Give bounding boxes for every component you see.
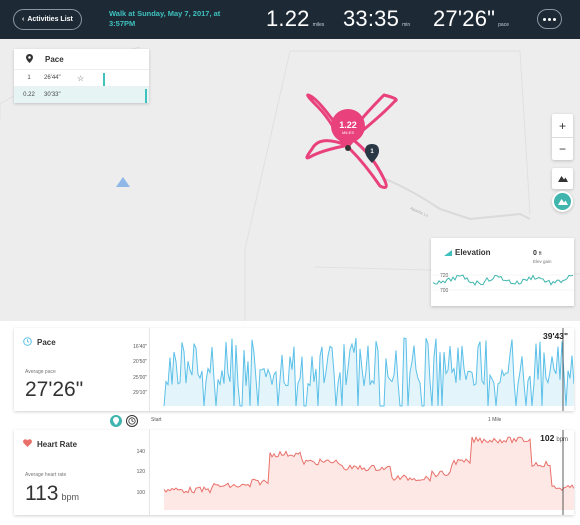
split-pace: 26'44"	[44, 75, 61, 81]
average-pace-value: 27'26"	[25, 378, 84, 401]
hr-y-tick: 140	[136, 449, 145, 455]
clock-icon	[23, 337, 32, 348]
hr-y-tick: 120	[136, 469, 145, 475]
average-heart-rate-value: 113	[25, 482, 59, 505]
mile-marker-label: 1	[370, 149, 374, 155]
pace-panel: Pace Average pace 27'26" 16'40" 20'50" 2…	[14, 328, 574, 411]
clock-icon	[128, 417, 136, 425]
heart-rate-peak-unit: bpm	[556, 437, 568, 443]
hr-y-tick: 100	[136, 490, 145, 496]
elevation-card: Elevation 0 ft Elev gain 720 700	[431, 238, 574, 306]
map-background: 1.22 MILES 1 Apache Ln	[0, 46, 580, 321]
location-pin-icon	[113, 417, 119, 425]
activities-list-button[interactable]: ‹ Activities List	[13, 9, 82, 30]
activities-list-label: Activities List	[27, 16, 73, 23]
heart-rate-line	[163, 436, 574, 494]
heart-rate-peak: 102 bpm	[540, 433, 568, 443]
heart-icon	[23, 439, 32, 449]
pace-y-tick: 29'10"	[133, 390, 147, 396]
pace-stat: 27'26" pace	[433, 6, 509, 32]
pace-chart[interactable]	[150, 328, 574, 411]
duration-value: 33:35	[343, 6, 400, 31]
pace-y-tick: 20'50"	[133, 359, 147, 365]
mountain-icon	[557, 176, 568, 182]
duration-stat: 33:35 min	[343, 6, 410, 32]
mile-marker-pin[interactable]	[365, 144, 379, 163]
route-badge-unit: MILES	[342, 130, 354, 135]
zoom-out-button[interactable]: −	[552, 137, 573, 160]
elevation-gain-unit: ft	[538, 251, 542, 257]
duration-unit: min	[402, 22, 411, 28]
terrain-view-button[interactable]	[552, 168, 573, 189]
star-icon: ☆	[77, 73, 85, 83]
pace-y-tick: 25'00"	[133, 375, 147, 381]
pace-splits-title: Pace	[45, 54, 64, 64]
activity-header: ‹ Activities List Walk at Sunday, May 7,…	[0, 0, 580, 39]
distance-stat: 1.22 miles	[266, 6, 324, 32]
pace-split-row[interactable]: 1 26'44" ☆	[14, 69, 149, 87]
average-heart-rate: 113 bpm	[25, 482, 79, 506]
route-badge-value: 1.22	[339, 120, 357, 130]
heart-rate-panel: Heart Rate Average heart rate 113 bpm 140…	[14, 430, 574, 515]
elevation-gain-label: Elev gain	[533, 259, 552, 264]
heart-rate-panel-header: Heart Rate	[23, 439, 77, 449]
heart-rate-summary: Heart Rate Average heart rate 113 bpm	[14, 430, 150, 515]
elevation-icon	[444, 250, 452, 256]
pace-peak-value: 39'43"	[543, 331, 568, 341]
elevation-chart: 720 700	[432, 273, 574, 294]
pace-y-tick: 16'40"	[133, 344, 147, 350]
heart-rate-panel-title: Heart Rate	[37, 439, 78, 449]
elevation-line	[432, 274, 574, 286]
road-label: Apache Ln	[410, 205, 429, 218]
start-point	[345, 145, 351, 151]
pace-splits-header: Pace	[14, 49, 149, 69]
pace-line	[163, 337, 574, 407]
elevation-gain: 0 ft	[533, 250, 542, 257]
heart-rate-chart[interactable]	[150, 430, 574, 515]
average-heart-rate-label: Average heart rate	[25, 472, 67, 478]
split-mile: 1	[27, 75, 31, 81]
distance-unit: miles	[312, 22, 325, 28]
split-mile: 0.22	[23, 92, 35, 98]
average-heart-rate-unit: bpm	[61, 492, 79, 502]
distance-value: 1.22	[266, 6, 310, 31]
elevation-gain-value: 0	[533, 250, 537, 257]
split-bar	[145, 89, 147, 103]
walk-title: Walk at Sunday, May 7, 2017, at 3:57PM	[109, 9, 221, 28]
map-sync-button[interactable]	[110, 415, 122, 427]
elevation-y-bottom: 700	[440, 288, 449, 294]
pace-panel-header: Pace	[23, 337, 56, 348]
axis-mile-label: 1 Mile	[488, 417, 502, 423]
time-axis-button[interactable]	[126, 415, 138, 427]
pace-unit: pace	[498, 22, 509, 28]
zoom-in-button[interactable]: +	[558, 118, 566, 133]
chevron-left-icon: ‹	[22, 16, 25, 23]
distance-axis: Start 1 Mile	[150, 417, 570, 426]
elevation-y-top: 720	[440, 273, 449, 279]
mountain-icon	[557, 199, 568, 205]
zoom-controls: + −	[552, 114, 573, 160]
average-pace-label: Average pace	[25, 369, 56, 375]
split-pace: 30'33"	[44, 92, 61, 98]
elevation-title: Elevation	[455, 248, 491, 257]
more-options-button[interactable]	[537, 9, 562, 29]
pace-summary: Pace Average pace 27'26"	[14, 328, 150, 411]
pace-value: 27'26"	[433, 6, 496, 31]
pace-split-row[interactable]: 0.22 30'33"	[14, 86, 149, 103]
pace-splits-card: Pace 1 26'44" ☆ 0.22 30'33"	[14, 49, 149, 103]
split-bar	[103, 73, 105, 87]
location-pin-icon	[26, 53, 33, 65]
pace-panel-title: Pace	[37, 338, 56, 347]
heart-rate-area	[164, 437, 574, 510]
route-distance-badge[interactable]	[331, 109, 365, 143]
axis-start-label: Start	[151, 417, 162, 423]
elevation-toggle-button[interactable]	[552, 191, 573, 212]
heart-rate-peak-value: 102	[540, 433, 555, 443]
